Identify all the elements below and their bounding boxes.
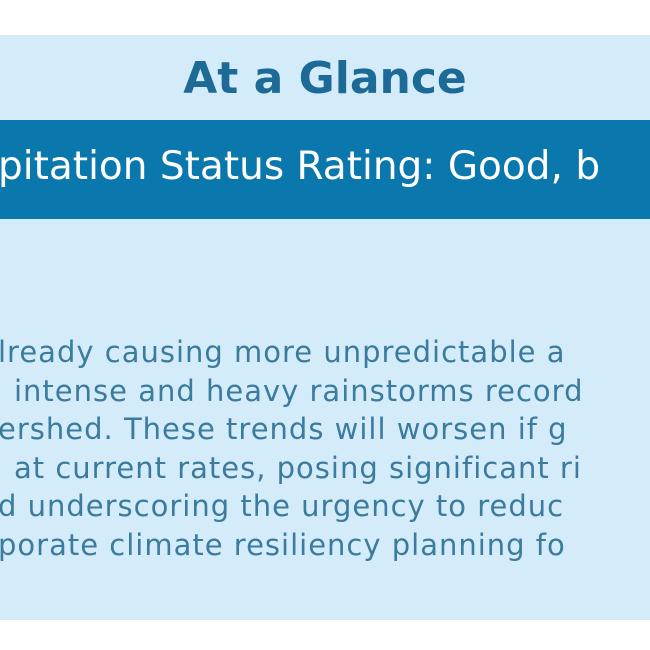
body-line: intense and heavy rainstorms record: [14, 373, 584, 408]
glance-panel: At a Glance pitation Status Rating: Good…: [0, 35, 650, 620]
body-line: porate climate resiliency planning fo: [0, 527, 566, 562]
body-line: lready causing more unpredictable a: [0, 335, 566, 369]
panel-title: At a Glance: [183, 53, 467, 104]
banner-text: pitation Status Rating: Good, b: [0, 144, 601, 189]
body-line: ershed. These trends will worsen if g: [0, 412, 568, 446]
body-line: at current rates, posing significant ri: [14, 450, 582, 485]
status-banner: pitation Status Rating: Good, b: [0, 120, 650, 219]
body-line: d underscoring the urgency to reduc: [0, 489, 565, 523]
